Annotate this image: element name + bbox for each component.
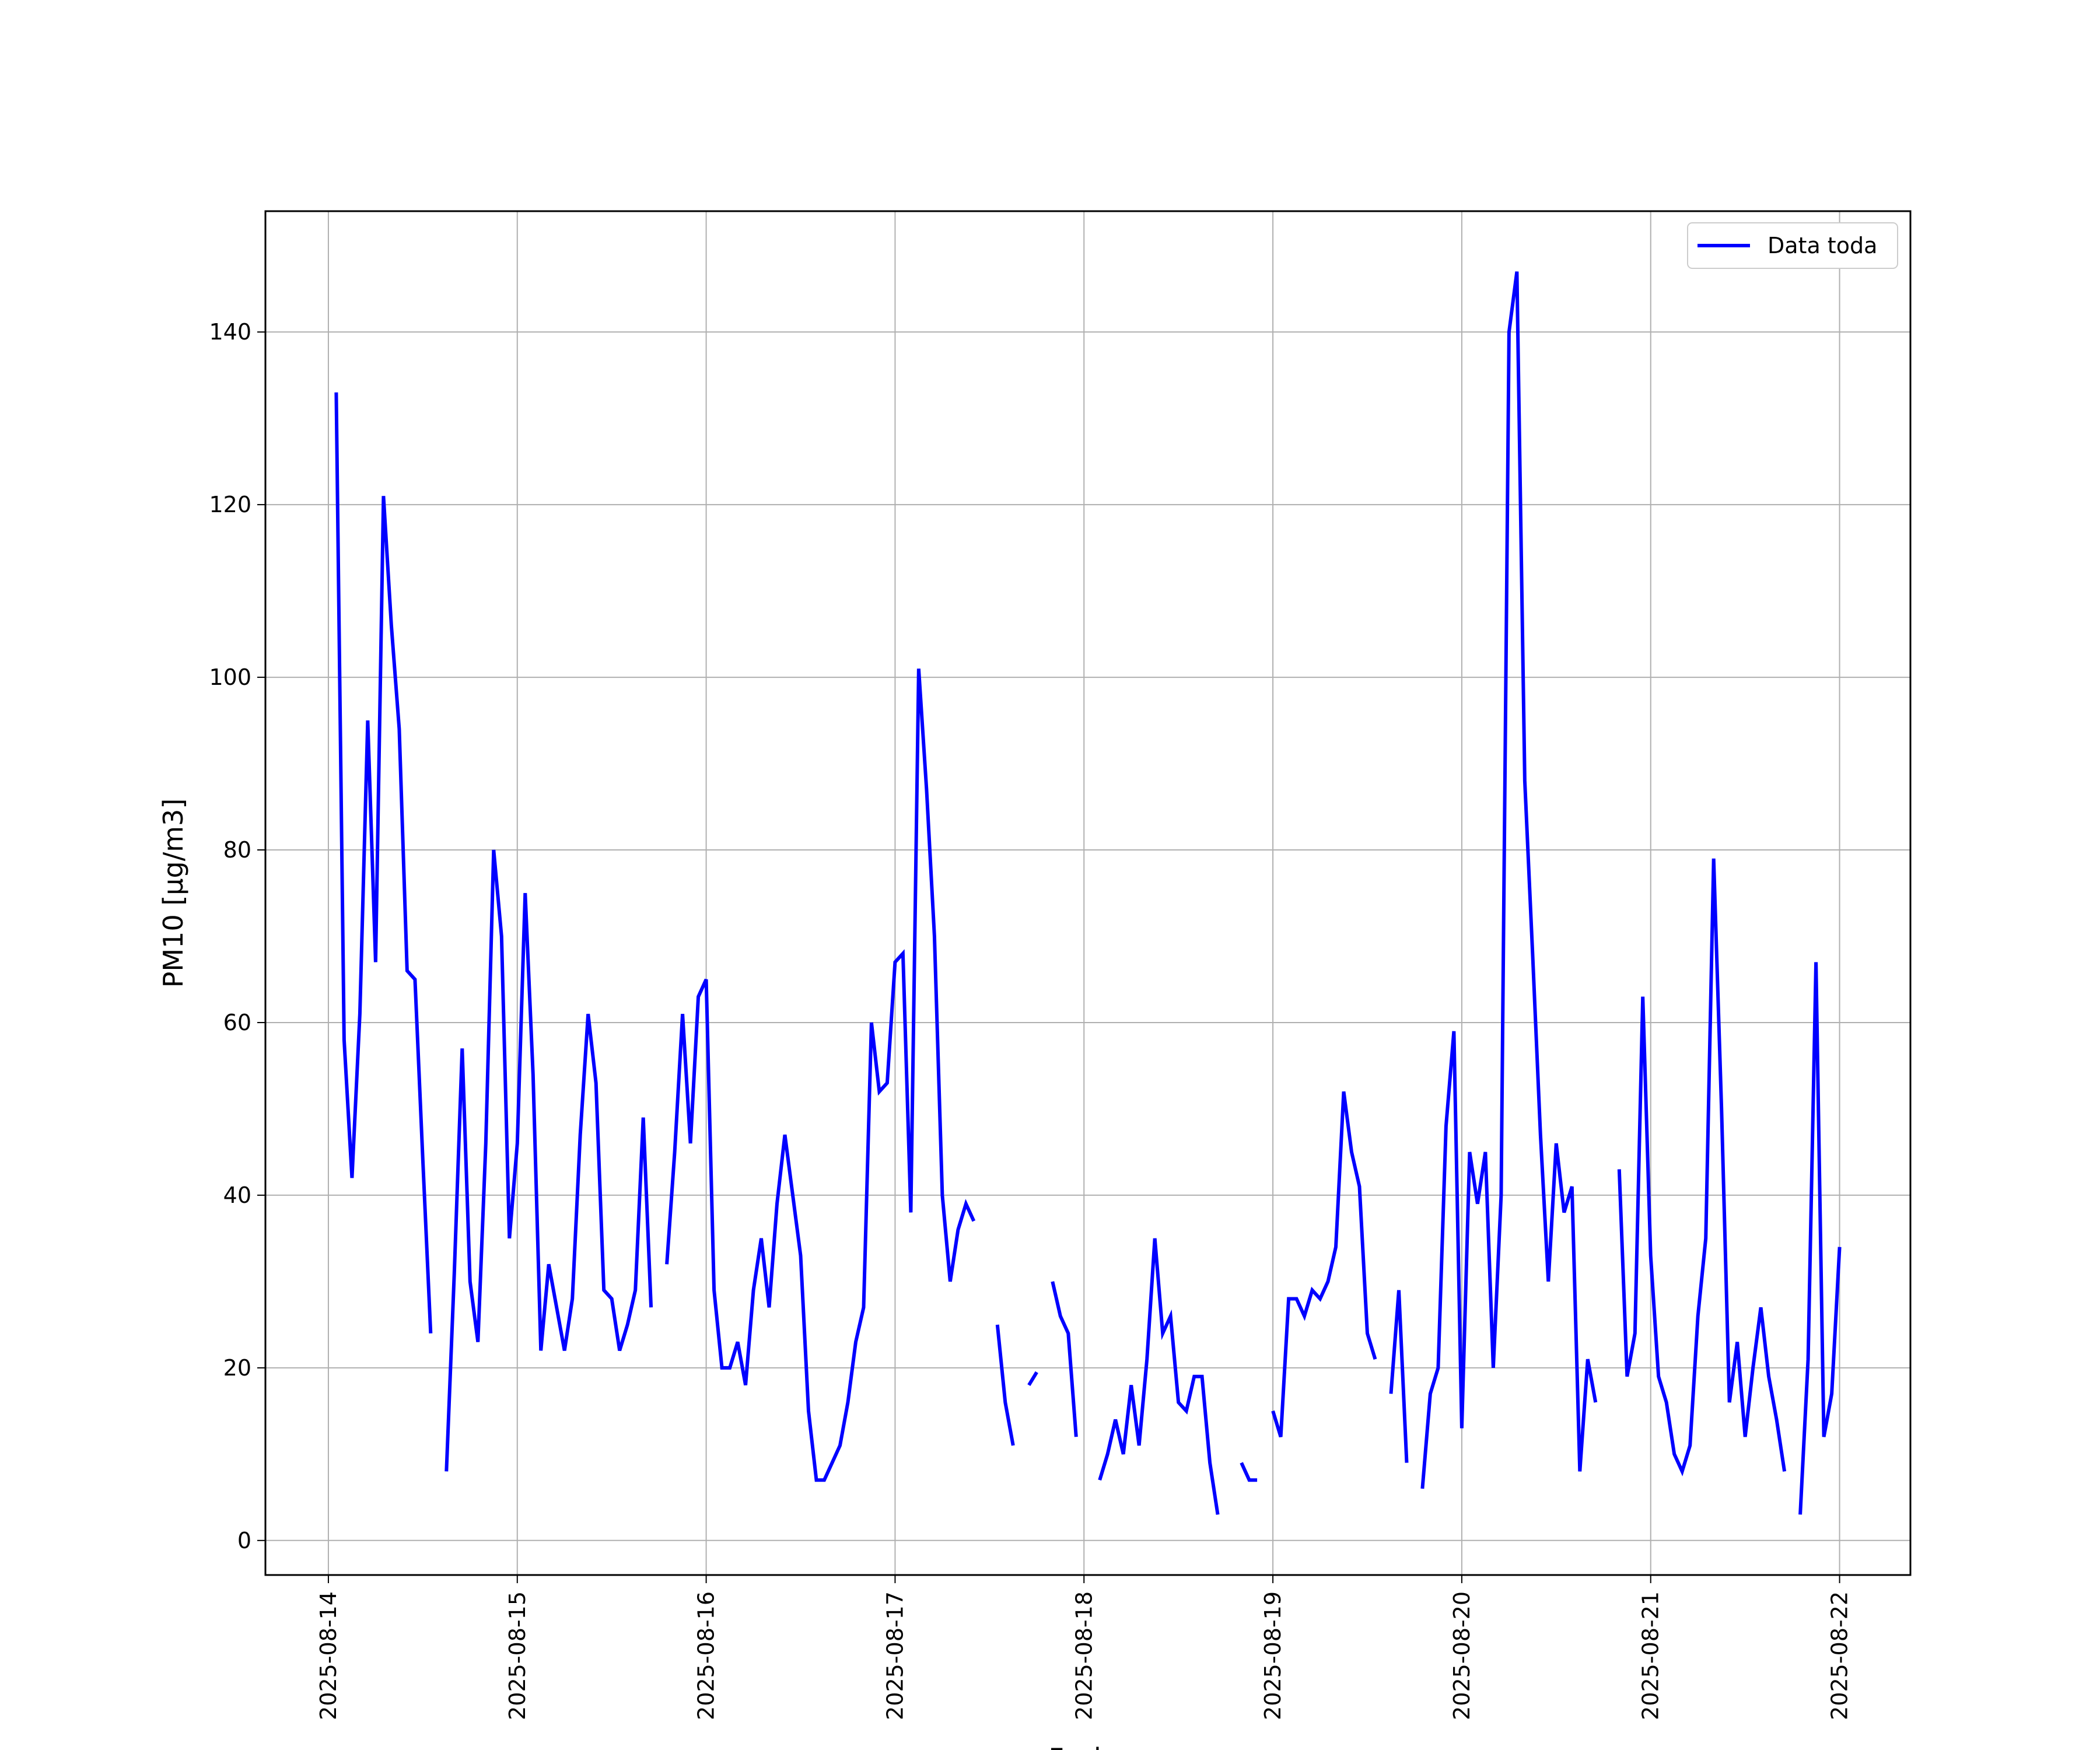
x-tick-label: 2025-08-20 <box>1449 1591 1475 1720</box>
series-line <box>334 271 1842 1515</box>
y-tick-label: 0 <box>237 1528 251 1553</box>
y-tick-label: 140 <box>209 319 251 345</box>
axis-ticks: 0 20 40 60 80 100 120 140 2025-08-14 2025-08-15 20… <box>209 319 1852 1720</box>
legend: Data toda <box>1687 222 1898 269</box>
y-tick-label: 40 <box>223 1182 251 1208</box>
x-tick-label: 2025-08-15 <box>505 1591 530 1720</box>
legend-label: Data toda <box>1768 233 1877 258</box>
grid <box>265 211 1910 1575</box>
x-tick-label: 2025-08-22 <box>1827 1591 1853 1720</box>
y-tick-label: 100 <box>209 664 251 690</box>
y-tick-label: 80 <box>223 837 251 863</box>
y-tick-label: 60 <box>223 1010 251 1035</box>
x-tick-label: 2025-08-18 <box>1071 1591 1097 1720</box>
plot-frame <box>264 210 1912 1576</box>
x-tick-label: 2025-08-17 <box>882 1591 908 1720</box>
y-axis-label: PM10 [μg/m3] <box>158 799 189 988</box>
x-tick-label: 2025-08-19 <box>1260 1591 1286 1720</box>
legend-box <box>1687 222 1898 269</box>
x-tick-label: 2025-08-14 <box>316 1591 341 1720</box>
x-tick-label: 2025-08-21 <box>1638 1591 1664 1720</box>
y-tick-label: 20 <box>223 1355 251 1381</box>
data-series <box>334 271 1842 1515</box>
x-tick-label: 2025-08-16 <box>694 1591 719 1720</box>
y-tick-label: 120 <box>209 492 251 517</box>
x-axis-label: Fecha <box>1049 1742 1128 1750</box>
